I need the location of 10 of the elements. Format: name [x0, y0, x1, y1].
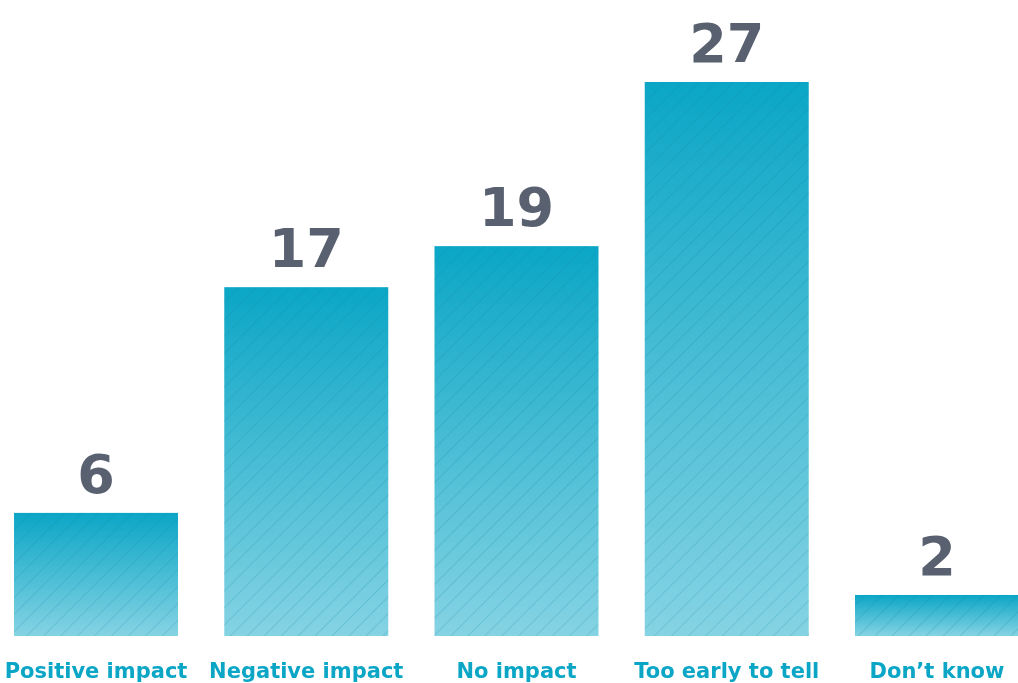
x-tick-label: Don’t know: [869, 659, 1005, 683]
data-label: 27: [689, 12, 765, 75]
x-tick-label: Positive impact: [4, 659, 188, 683]
data-label: 19: [478, 176, 555, 240]
data-label: 6: [77, 442, 115, 506]
x-tick-label: Negative impact: [209, 659, 404, 683]
data-label: 2: [918, 524, 956, 588]
data-label: 17: [268, 217, 344, 281]
x-tick-label: Too early to tell: [634, 659, 820, 683]
x-tick-label: No impact: [456, 659, 577, 683]
